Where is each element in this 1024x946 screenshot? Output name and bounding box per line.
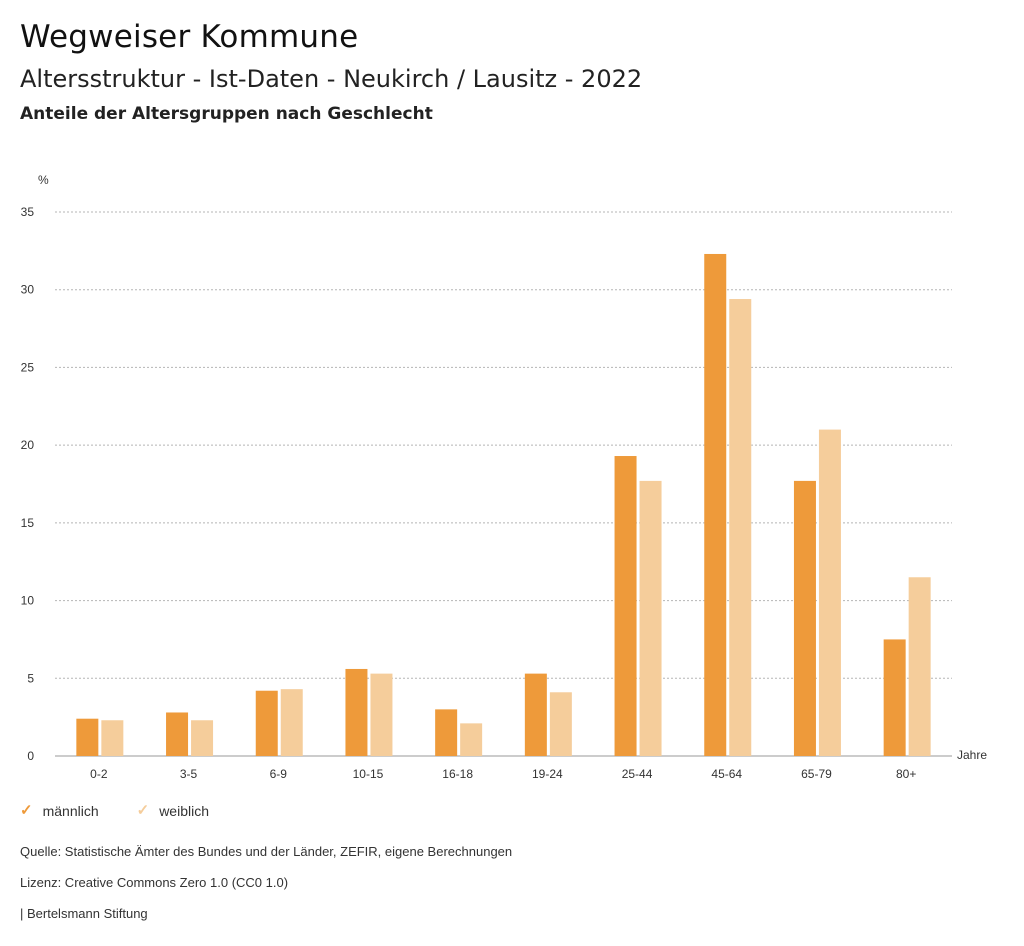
legend-label: weiblich [159,803,209,819]
x-tick-label: 25-44 [622,767,653,781]
bar-19-24-männlich[interactable] [524,673,547,756]
chart-header: Wegweiser Kommune Altersstruktur - Ist-D… [20,18,642,125]
license-note: Lizenz: Creative Commons Zero 1.0 (CC0 1… [20,875,289,890]
check-icon: ✓ [136,802,150,819]
page-title: Wegweiser Kommune [20,19,359,55]
x-tick-label: 19-24 [532,767,563,781]
bar-25-44-weiblich[interactable] [639,480,662,756]
chart-subtitle: Altersstruktur - Ist-Daten - Neukirch / … [20,65,643,93]
bar-chart: 0 5 10 15 20 25 30 35 0-2 3-5 6-9 10-15 16-18 19-24 2… [21,173,988,781]
bar-45-64-männlich[interactable] [704,253,727,757]
x-axis-ticks: 0-2 3-5 6-9 10-15 16-18 19-24 25-44 45-64 65-79 8… [90,767,916,781]
bar-6-9-weiblich[interactable] [280,689,303,756]
y-tick-label: 5 [27,671,34,685]
y-tick-label: 35 [21,205,35,219]
x-axis-label: Jahre [957,748,987,762]
credit-note: | Bertelsmann Stiftung [20,906,148,921]
bar-16-18-männlich[interactable] [435,709,458,756]
bar-45-64-weiblich[interactable] [729,299,752,756]
x-tick-label: 45-64 [711,767,742,781]
legend-item-maennlich[interactable]: ✓ männlich [20,802,99,820]
x-tick-label: 0-2 [90,767,108,781]
bar-25-44-männlich[interactable] [614,456,637,756]
legend-label: männlich [42,803,99,819]
legend: ✓ männlich ✓ weiblich [20,802,209,820]
bar-10-15-weiblich[interactable] [370,673,393,756]
bar-0-2-männlich[interactable] [76,718,99,756]
x-tick-label: 10-15 [353,767,384,781]
bars [76,253,931,757]
check-icon: ✓ [20,802,33,819]
bar-6-9-männlich[interactable] [255,690,278,756]
y-axis-label: % [38,173,49,187]
bar-10-15-männlich[interactable] [345,668,368,756]
bar-0-2-weiblich[interactable] [101,720,124,756]
x-tick-label: 65-79 [801,767,832,781]
legend-item-weiblich[interactable]: ✓ weiblich [137,802,209,820]
x-tick-label: 6-9 [270,767,288,781]
y-tick-label: 20 [21,438,35,452]
y-tick-label: 30 [21,283,35,297]
x-tick-label: 80+ [896,767,916,781]
bar-16-18-weiblich[interactable] [460,723,483,756]
y-axis-ticks: 0 5 10 15 20 25 30 35 [21,205,35,763]
bar-65-79-weiblich[interactable] [818,429,841,756]
y-tick-label: 0 [27,749,34,763]
bar-65-79-männlich[interactable] [793,480,816,756]
x-tick-label: 16-18 [442,767,473,781]
y-tick-label: 10 [21,594,35,608]
bar-19-24-weiblich[interactable] [549,692,572,756]
x-tick-label: 3-5 [180,767,198,781]
bar-3-5-männlich[interactable] [166,712,189,756]
y-tick-label: 15 [21,516,35,530]
chart-description: Anteile der Altersgruppen nach Geschlech… [20,104,433,124]
bar-3-5-weiblich[interactable] [191,720,214,756]
bar-80+-männlich[interactable] [883,639,906,756]
grid-lines [55,211,952,757]
source-note: Quelle: Statistische Ämter des Bundes un… [20,844,513,859]
y-tick-label: 25 [21,360,35,374]
bar-80+-weiblich[interactable] [908,577,931,756]
